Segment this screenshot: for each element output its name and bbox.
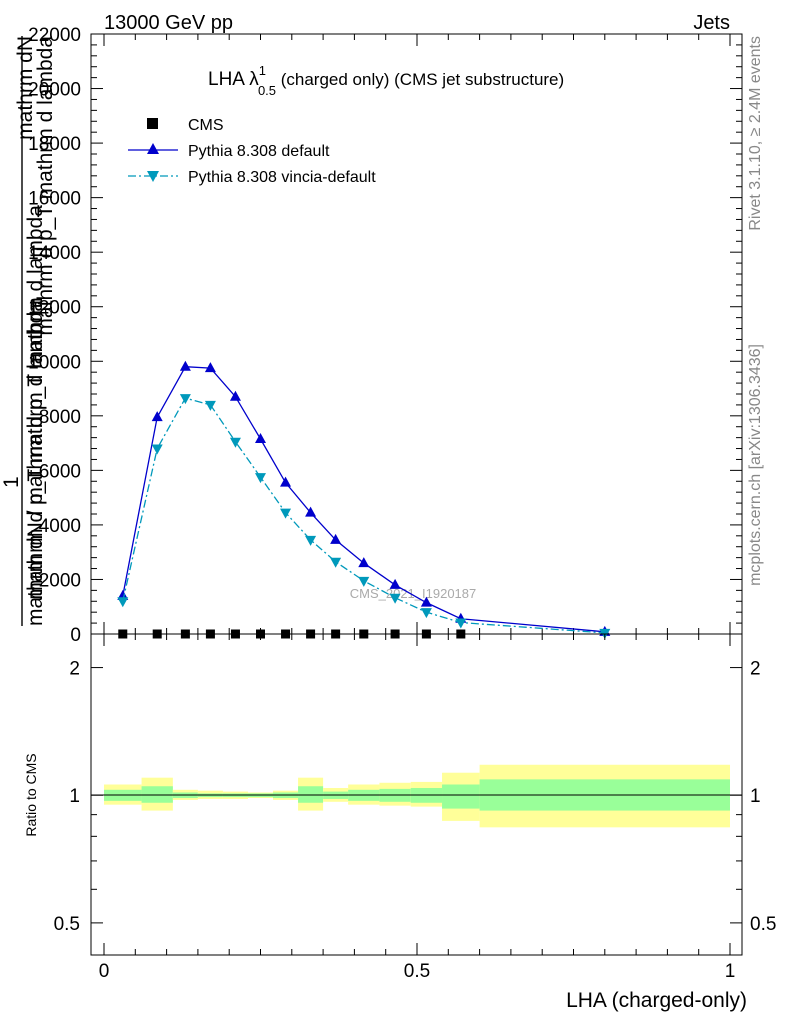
chart-title-main: LHA λ [208,69,259,90]
ratio-y-tick-label: 2 [69,659,80,680]
series-line-1 [122,366,605,633]
ratio-y-tick-label-right: 2 [750,659,761,680]
x-tick-label: 1 [725,961,736,982]
ratio-y-ticks: 0.5 0.5 1 1 2 2 [54,659,777,935]
ylabel-denominator: mathrm dN / mathrm d p_T mathrm d lambda [24,205,47,626]
y-tick-label: 16000 [28,189,81,210]
y-tick-label: 12000 [28,298,81,319]
chart-title-sup: 1 [259,63,266,78]
pythia-default-point [358,557,370,568]
ratio-inner-band [442,784,480,809]
pythia-vincia-point [305,535,317,546]
pythia-vincia-point [455,618,467,629]
pythia-default-point [389,578,401,589]
ratio-y-tick-label: 0.5 [54,914,80,935]
mcplots-reference-label: mcplots.cern.ch [arXiv:1306.3436] [747,344,764,586]
legend-default-marker [147,143,159,154]
ratio-y-tick-label-right: 0.5 [750,914,776,935]
pythia-vincia-point [330,557,342,568]
y-tick-label: 6000 [39,461,81,482]
y-tick-label: 22000 [28,25,81,46]
y-tick-label: 0 [70,625,81,646]
legend-cms-label: CMS [188,117,224,134]
ratio-panel: 0.5 0.51 12 2 0 0.5 1 Ratio to CMS LHA (charg… [23,633,777,1012]
legend-vincia-marker [147,171,159,182]
pythia-vincia-point [179,394,191,405]
ratio-x-ticks: 0 0.5 1 [99,634,736,982]
legend-cms-marker [147,118,158,129]
pythia-vincia-point [117,597,129,608]
pythia-default-point [179,360,191,371]
y-tick-label: 20000 [28,80,81,101]
legend-vincia-label: Pythia 8.308 vincia-default [188,169,376,186]
pythia-default-point [330,533,342,544]
ylabel-one: 1 [0,476,23,488]
pythia-vincia-point [255,473,266,484]
pythia-default-point [305,506,317,517]
main-panel: 0 2000 4000 6000 8000 10000 12000 14000 16000 180… [0,25,743,646]
pythia-default-point [255,433,266,443]
pythia-vincia-point [280,508,292,519]
pythia-vincia-point [204,400,216,411]
x-axis-label: LHA (charged-only) [566,989,747,1012]
pythia-vincia-point [389,593,401,604]
ratio-y-tick-label-right: 1 [750,786,761,807]
header-process-label: Jets [693,12,730,34]
header-energy-label: 13000 GeV pp [104,12,233,34]
pythia-default-point [280,476,292,487]
y-tick-label: 18000 [28,134,81,155]
pythia-default-point [229,390,241,401]
main-y-ticks: 0 2000 4000 6000 8000 10000 12000 14000 16000 180… [28,25,742,646]
ratio-y-tick-label: 1 [69,786,80,807]
y-tick-label: 2000 [39,570,81,591]
main-y-axis-label: mathrm dN mathrm d p_T mathrm d lambda 1… [0,36,57,626]
chart-title-sub: 0.5 [258,83,276,98]
ylabel-numerator-top: mathrm dN [14,36,37,140]
y-tick-label: 14000 [28,243,81,264]
y-tick-label: 10000 [28,352,81,373]
legend-default-label: Pythia 8.308 default [188,143,330,160]
x-tick-label: 0 [99,961,110,982]
chart-title: LHA λ1 0.5 (charged only) (CMS jet substr… [208,63,564,98]
analysis-watermark: CMS_2021_I1920187 [350,586,477,601]
ylabel-pt-fragment: mathrm d p_T mathrm d lambda [24,300,47,600]
legend: CMS Pythia 8.308 default Pythia 8.308 vi… [128,117,376,186]
ratio-frame [90,633,743,956]
pythia-vincia-point [358,576,370,587]
pythia-vincia-point [420,608,432,619]
series-line-2 [122,397,605,634]
x-tick-label: 0.5 [404,961,430,982]
ratio-bands [104,764,730,828]
chart-title-suffix: (charged only) (CMS jet substructure) [276,70,564,89]
pythia-vincia-point [229,437,241,448]
pythia-default-point [204,362,216,373]
y-tick-label: 8000 [39,407,81,428]
ratio-y-axis-label: Ratio to CMS [23,753,39,836]
y-tick-label: 4000 [39,516,81,537]
pythia-default-point [420,596,432,607]
pythia-vincia-point [151,444,163,455]
rivet-version-label: Rivet 3.1.10, ≥ 2.4M events [747,36,764,231]
ylabel-numerator-bottom: mathrm d p_T mathrm d lambda [34,36,57,336]
pythia-default-point [151,411,163,422]
